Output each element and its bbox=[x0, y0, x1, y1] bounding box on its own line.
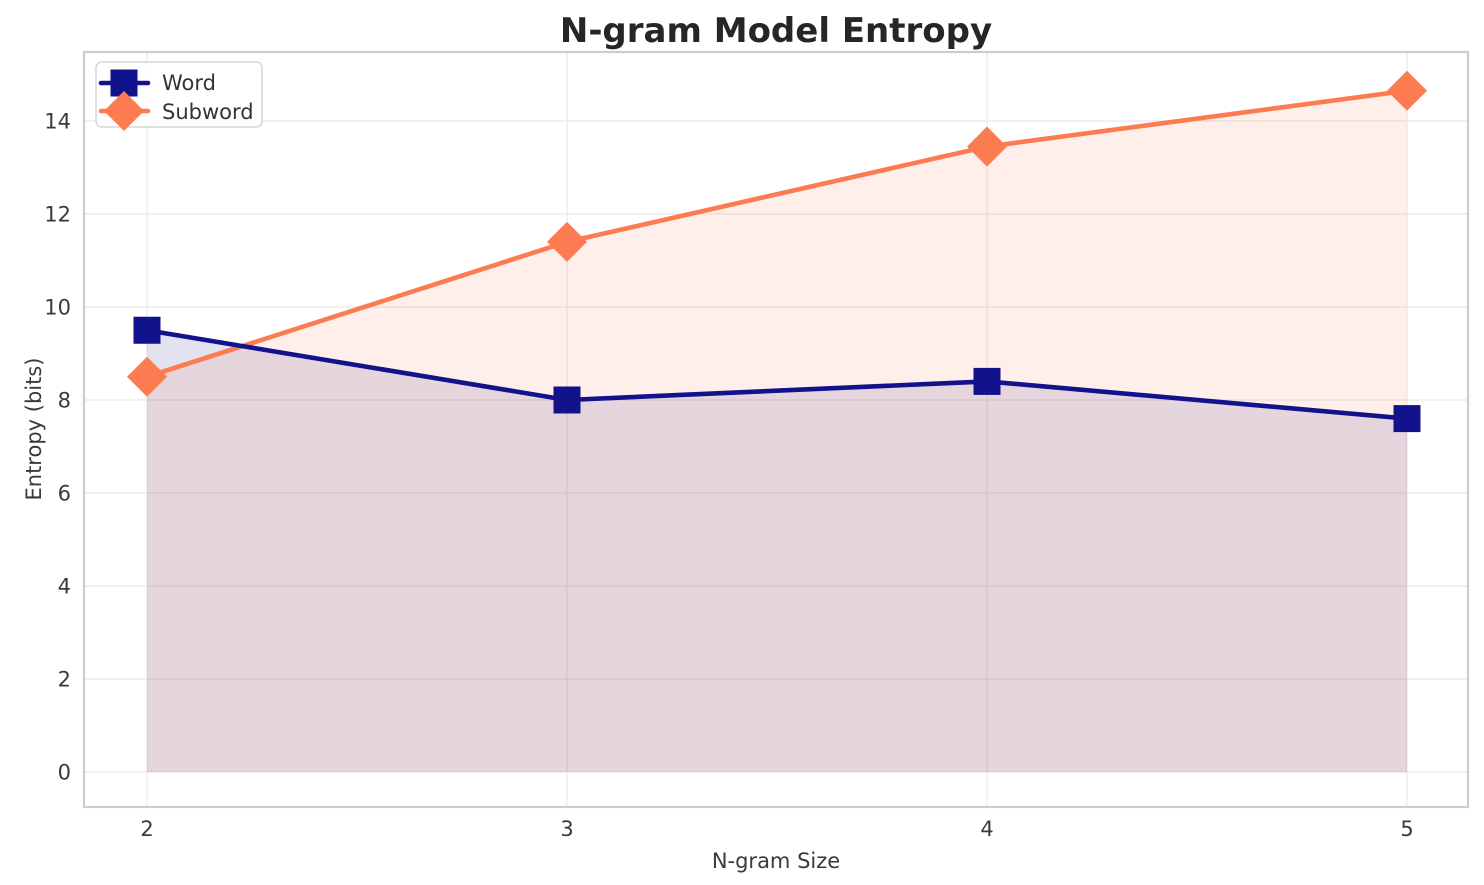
plot-border bbox=[82, 50, 1470, 809]
x-tick-label: 2 bbox=[140, 817, 153, 841]
word-area-fill bbox=[147, 330, 1407, 772]
x-tick-label: 5 bbox=[1400, 817, 1413, 841]
legend-label-subword: Subword bbox=[162, 100, 254, 124]
legend-samples bbox=[98, 69, 151, 131]
legend-marker-subword bbox=[104, 91, 144, 131]
chart-title: N-gram Model Entropy bbox=[560, 11, 992, 51]
subword-area-fill bbox=[147, 90, 1407, 772]
subword-marker bbox=[1387, 70, 1427, 111]
y-tick-label: 12 bbox=[44, 203, 71, 227]
word-marker bbox=[133, 316, 161, 344]
legend: Word Subword bbox=[95, 61, 263, 131]
subword-marker bbox=[127, 356, 167, 397]
fill-layer bbox=[147, 90, 1407, 772]
y-tick-label: 8 bbox=[58, 389, 71, 413]
y-tick-label: 4 bbox=[58, 575, 71, 599]
word-marker bbox=[1393, 405, 1421, 433]
grid-layer bbox=[84, 52, 1468, 807]
y-axis-label: Entropy (bits) bbox=[22, 358, 46, 501]
legend-label-word: Word bbox=[162, 71, 216, 95]
subword-line bbox=[144, 88, 1410, 380]
tick-layer: 2 3 4 5 0 2 4 6 8 10 12 14 bbox=[44, 110, 1413, 842]
subword-marker bbox=[547, 221, 587, 262]
y-tick-label: 14 bbox=[44, 110, 71, 134]
word-marker bbox=[553, 386, 581, 414]
y-tick-label: 10 bbox=[44, 296, 71, 320]
y-tick-label: 6 bbox=[58, 482, 71, 506]
x-tick-label: 3 bbox=[560, 817, 573, 841]
word-line bbox=[144, 327, 1410, 421]
x-tick-label: 4 bbox=[980, 817, 993, 841]
word-marker bbox=[973, 367, 1001, 395]
x-axis-label: N-gram Size bbox=[712, 849, 840, 873]
y-tick-label: 2 bbox=[58, 668, 71, 692]
subword-marker bbox=[967, 126, 1007, 167]
y-tick-label: 0 bbox=[58, 761, 71, 785]
series-layer bbox=[127, 70, 1427, 433]
